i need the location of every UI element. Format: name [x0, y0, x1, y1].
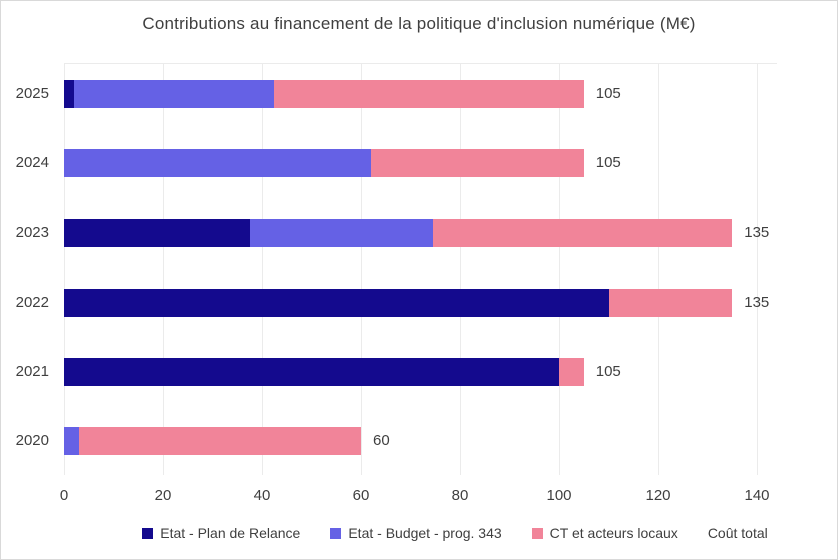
legend-item: CT et acteurs locaux: [531, 525, 678, 541]
legend: Etat - Plan de Relance Etat - Budget - pr…: [73, 520, 837, 546]
x-axis-tick-label: 120: [645, 487, 671, 504]
x-axis-tick-label: 80: [451, 487, 469, 504]
gridline: [460, 63, 461, 475]
bar-segment-series-1: [249, 219, 433, 247]
gridline: [559, 63, 560, 475]
bar-segment-series-1: [64, 427, 79, 455]
chart-title: Contributions au financement de la polit…: [142, 14, 696, 33]
y-axis-label: 2024: [15, 154, 49, 171]
gridline: [64, 63, 65, 475]
bar-segment-series-0: [64, 289, 609, 317]
bar-total-label: 105: [595, 154, 621, 171]
x-axis-tick-label: 100: [546, 487, 572, 504]
plot-border-top: [64, 63, 777, 64]
bar-segment-series-0: [64, 219, 250, 247]
gridline: [757, 63, 758, 475]
y-axis-label: 2020: [15, 432, 49, 449]
bar-segment-series-0: [64, 358, 559, 386]
y-axis-label: 2021: [15, 363, 49, 380]
x-axis-tick-label: 0: [59, 487, 69, 504]
gridline: [262, 63, 263, 475]
legend-swatch-icon: [330, 527, 342, 539]
bar-total-label: 135: [744, 224, 770, 241]
bar-segment-series-2: [608, 289, 733, 317]
legend-item-total: Coût total: [708, 525, 768, 541]
legend-swatch-icon: [531, 527, 543, 539]
bar-segment-series-2: [274, 80, 584, 108]
legend-item: Etat - Budget - prog. 343: [330, 525, 502, 541]
legend-label: CT et acteurs locaux: [549, 525, 678, 541]
gridline: [361, 63, 362, 475]
y-axis-label: 2022: [15, 294, 49, 311]
legend-label: Etat - Plan de Relance: [160, 525, 301, 541]
gridline: [163, 63, 164, 475]
bar-segment-series-2: [432, 219, 733, 247]
y-axis-label: 2025: [15, 85, 49, 102]
x-axis-tick-label: 140: [744, 487, 770, 504]
legend-swatch-icon: [142, 527, 154, 539]
bar-total-label: 105: [595, 85, 621, 102]
legend-label: Etat - Budget - prog. 343: [348, 525, 502, 541]
bar-total-label: 135: [744, 294, 770, 311]
x-axis-tick-label: 40: [253, 487, 271, 504]
bar-segment-series-1: [64, 149, 371, 177]
gridline: [658, 63, 659, 475]
x-axis-tick-label: 20: [154, 487, 172, 504]
bar-total-label: 105: [595, 363, 621, 380]
legend-label: Coût total: [707, 525, 768, 541]
bar-segment-series-2: [78, 427, 361, 455]
x-axis-tick-label: 60: [352, 487, 370, 504]
bar-segment-series-0: [64, 80, 74, 108]
bar-segment-series-1: [73, 80, 275, 108]
bar-total-label: 60: [373, 432, 390, 449]
bar-segment-series-2: [559, 358, 584, 386]
bar-segment-series-2: [370, 149, 584, 177]
y-axis-label: 2023: [15, 224, 49, 241]
legend-item: Etat - Plan de Relance: [142, 525, 300, 541]
